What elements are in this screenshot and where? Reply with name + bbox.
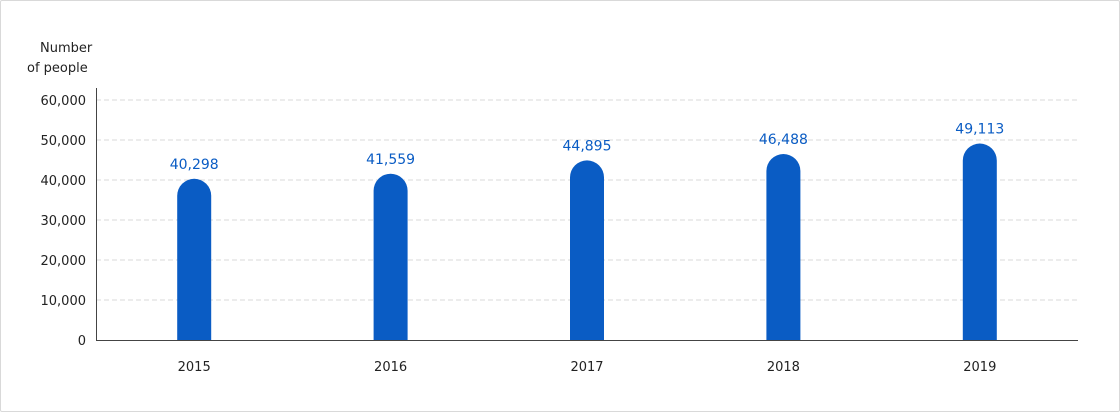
y-tick-label: 40,000 [41,174,87,189]
axes [96,88,1078,341]
y-tick-label: 0 [78,334,86,349]
bar-2019 [962,143,997,340]
y-tick-label: 20,000 [41,254,87,269]
bar-2018 [766,154,801,340]
y-axis-label-line-1: Number [40,41,93,56]
y-tick-label: 50,000 [41,134,87,149]
x-tick-label-2015: 2015 [178,360,211,375]
data-label-2019: 49,113 [955,122,1004,138]
y-axis-label-line-2: of people [27,61,88,76]
x-tick-label-2017: 2017 [570,360,603,375]
x-tick-label-2018: 2018 [767,360,800,375]
bar-2015 [177,178,212,340]
x-tick-label-2016: 2016 [374,360,407,375]
data-label-2015: 40,298 [170,157,219,173]
grid-lines [96,99,1078,301]
bars [177,143,997,340]
y-tick-label: 60,000 [41,94,87,109]
data-label-2017: 44,895 [563,138,612,154]
labels: 0 10,000 20,000 30,000 40,000 50,000 60,000 40,… [41,94,1005,375]
bar-2016 [373,173,408,340]
data-label-2016: 41,559 [366,152,415,168]
x-tick-label-2019: 2019 [963,360,996,375]
y-tick-label: 10,000 [41,294,87,309]
data-label-2018: 46,488 [759,132,808,148]
bar-2017 [570,160,604,340]
y-tick-label: 30,000 [41,214,87,229]
